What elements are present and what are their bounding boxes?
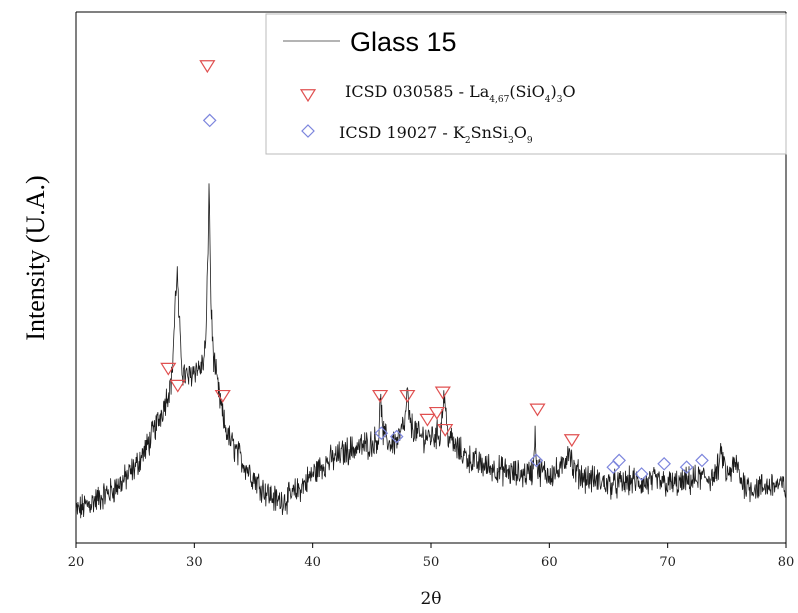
k-mid2: O [514, 123, 527, 142]
phase-markers [160, 60, 709, 481]
legend-box [265, 13, 787, 155]
la-phase-marker [399, 389, 416, 403]
legend-k-label: ICSD 19027 - K2SnSi3O9 [339, 123, 533, 146]
x-tick-label: 30 [186, 555, 203, 570]
x-tick-label: 50 [423, 555, 440, 570]
k-sub3: 9 [527, 136, 533, 146]
k-phase-marker [679, 460, 694, 475]
la-label-base: ICSD 030585 - La [345, 82, 490, 101]
la-phase-marker [563, 434, 580, 448]
k-phase-marker [606, 460, 621, 475]
la-phase-marker [214, 389, 231, 403]
x-tick-label: 60 [541, 555, 558, 570]
k-mid: SnSi [471, 123, 508, 142]
legend-la-label: ICSD 030585 - La4,67(SiO4)3O [345, 82, 576, 105]
k-phase-marker [202, 113, 217, 128]
legend-glass-label: Glass 15 [350, 27, 457, 57]
x-tick-label: 70 [659, 555, 676, 570]
x-tick-label: 20 [68, 555, 85, 570]
glass-15-pattern [75, 183, 786, 519]
legend-triangle-swatch [299, 89, 317, 103]
k-phase-marker [529, 453, 544, 468]
la-phase-marker [169, 379, 186, 393]
la-mid: (SiO [509, 82, 544, 101]
k-phase-marker [374, 426, 389, 441]
k-sub1: 2 [465, 136, 471, 146]
k-phase-marker [612, 453, 626, 468]
y-axis-title: Intensity (U.A.) [21, 175, 50, 340]
x-tick-label: 80 [778, 555, 795, 570]
la-phase-marker [419, 413, 436, 427]
pattern-line [75, 183, 786, 519]
la-phase-marker [160, 362, 177, 376]
la-phase-marker [437, 423, 454, 437]
k-phase-marker [657, 456, 671, 471]
la-phase-marker [372, 389, 389, 403]
la-phase-marker [199, 60, 216, 74]
k-sub2: 3 [508, 136, 514, 146]
la-phase-marker [529, 403, 546, 417]
legend-diamond-swatch [301, 124, 315, 138]
k-phase-marker [634, 467, 649, 481]
la-sub2: 4 [545, 95, 551, 105]
legend-la-entry: ICSD 030585 - La4,67(SiO4)3O [299, 82, 576, 105]
x-tick-label: 40 [304, 555, 321, 570]
la-phase-marker [428, 406, 445, 420]
legend: Glass 15 ICSD 030585 - La4,67(SiO4)3O IC… [265, 13, 787, 155]
x-axis-ticks: 20 30 40 50 60 70 80 [68, 543, 795, 570]
la-sub3: 3 [557, 95, 563, 105]
k-phase-marker [695, 453, 709, 468]
k-phase-marker [389, 429, 404, 444]
legend-triangle-marker [299, 89, 317, 103]
la-tail: O [562, 82, 575, 101]
la-sub1: 4,67 [489, 95, 509, 105]
legend-diamond-marker [301, 124, 315, 138]
x-axis-title: 2θ [420, 589, 441, 609]
legend-k-entry: ICSD 19027 - K2SnSi3O9 [301, 123, 533, 146]
la-end: ) [550, 82, 556, 101]
la-phase-marker [434, 386, 451, 400]
k-label-base: ICSD 19027 - K [339, 123, 466, 142]
